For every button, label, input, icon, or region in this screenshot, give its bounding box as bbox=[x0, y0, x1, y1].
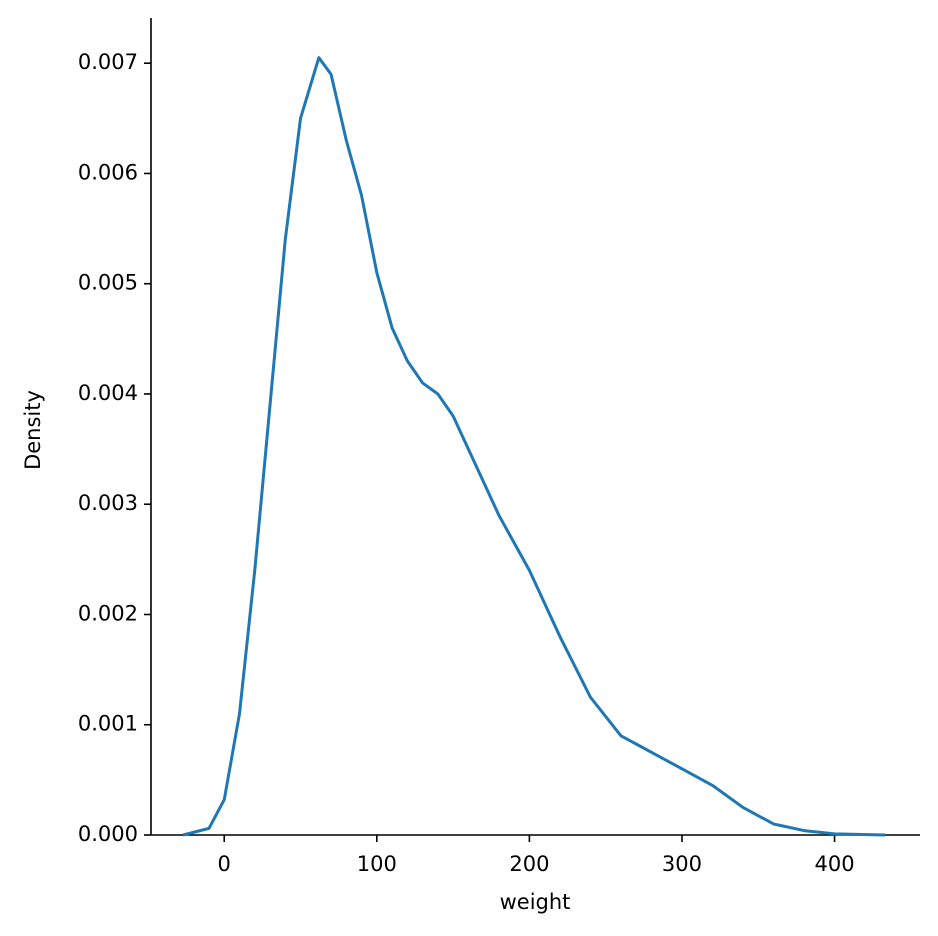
y-tick-label: 0.006 bbox=[78, 160, 138, 184]
y-axis-label: Density bbox=[21, 390, 45, 470]
density-line bbox=[182, 56, 885, 837]
y-tick-label: 0.004 bbox=[78, 381, 138, 405]
y-tick-label: 0.003 bbox=[78, 491, 138, 515]
x-tick-label: 300 bbox=[662, 852, 702, 876]
x-tick-label: 100 bbox=[357, 852, 397, 876]
x-axis-label: weight bbox=[500, 890, 571, 914]
x-tick-label: 400 bbox=[815, 852, 855, 876]
y-tick-label: 0.000 bbox=[78, 822, 138, 846]
y-tick-label: 0.002 bbox=[78, 601, 138, 625]
y-tick-label: 0.001 bbox=[78, 712, 138, 736]
y-tick-label: 0.005 bbox=[78, 271, 138, 295]
y-tick-label: 0.007 bbox=[78, 50, 138, 74]
x-tick-label: 0 bbox=[218, 852, 231, 876]
x-tick-label: 200 bbox=[509, 852, 549, 876]
